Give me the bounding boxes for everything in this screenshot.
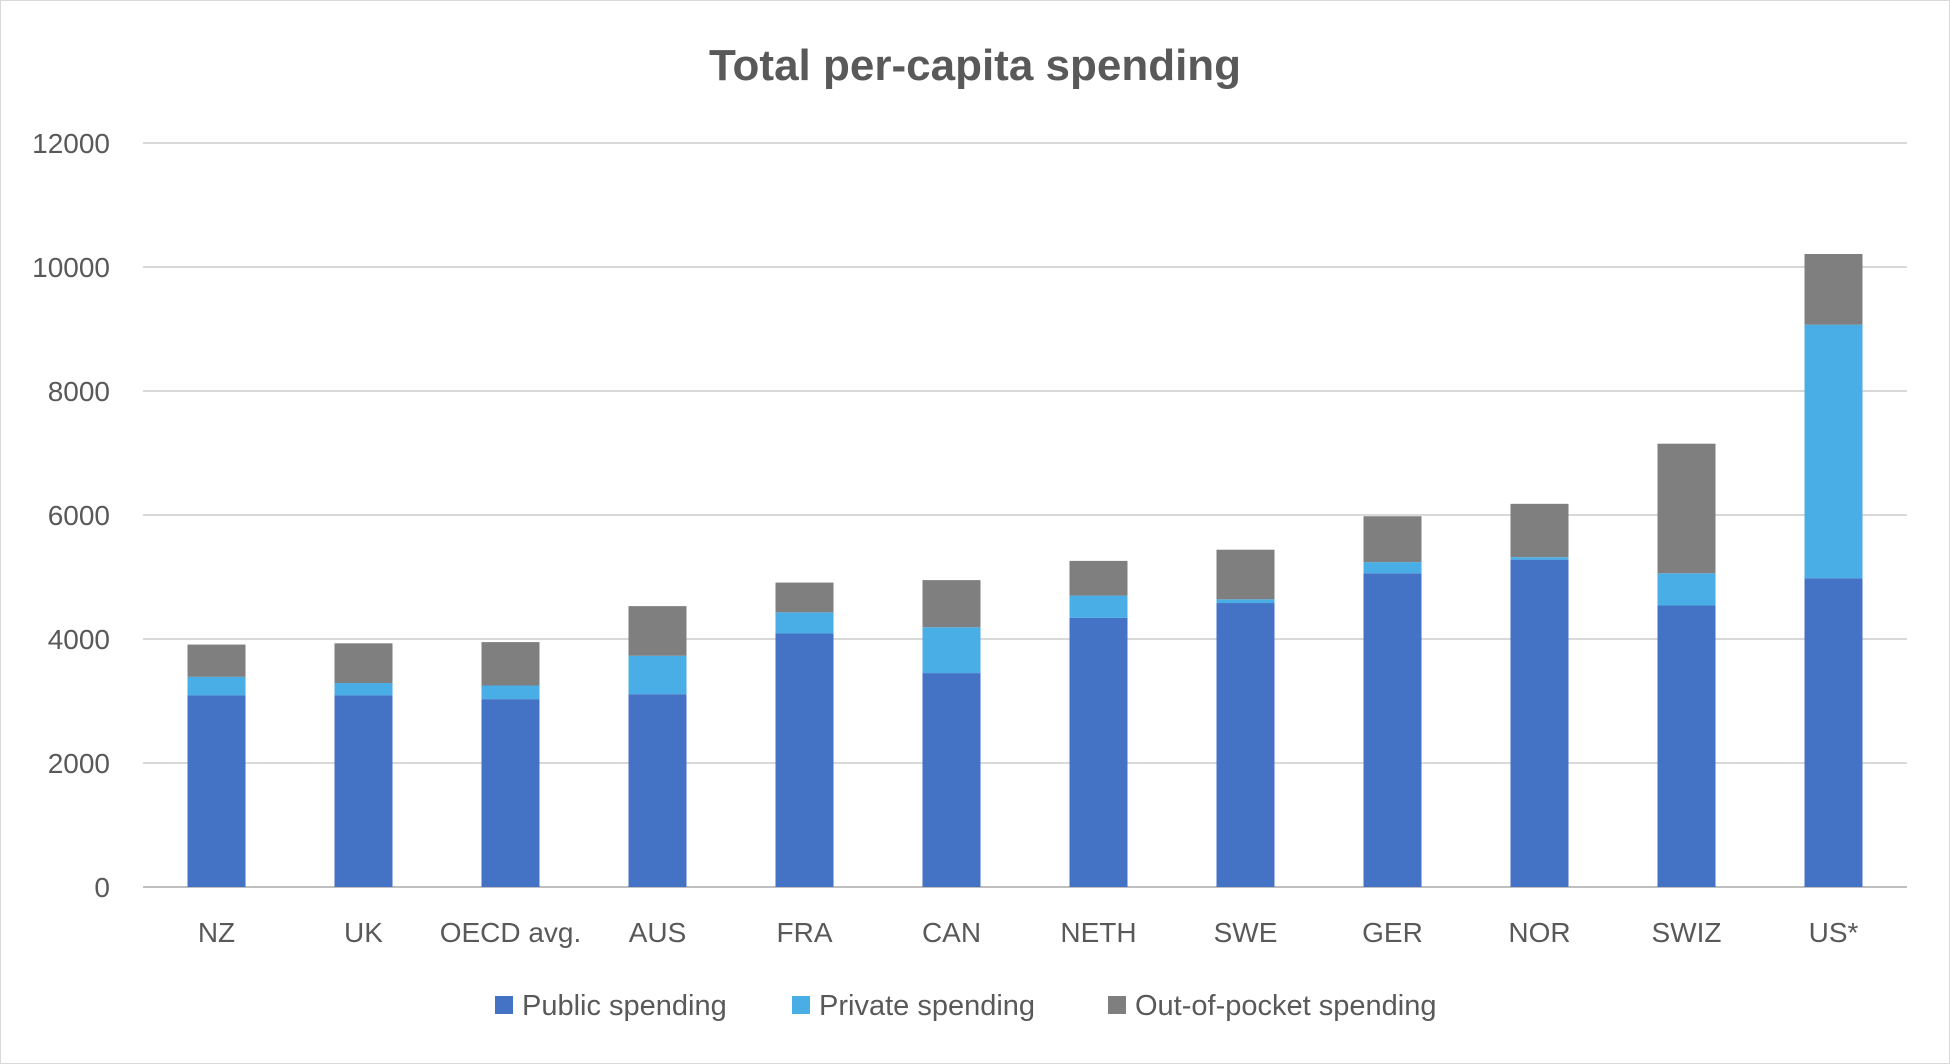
bar-public-neth: [1069, 617, 1128, 887]
bar-private-uk: [334, 683, 393, 696]
bar-out-of-pocket-swiz: [1657, 443, 1716, 574]
chart-title: Total per-capita spending: [709, 41, 1241, 90]
x-tick-label: NZ: [198, 917, 235, 948]
bar-public-oecdavg: [481, 699, 540, 887]
bar-out-of-pocket-can: [922, 580, 981, 628]
bar-public-swiz: [1657, 605, 1716, 887]
bar-public-uk: [334, 695, 393, 887]
legend-label: Out-of-pocket spending: [1135, 990, 1436, 1022]
bar-out-of-pocket-us: [1804, 253, 1863, 325]
bar-private-swiz: [1657, 573, 1716, 606]
x-tick-label: UK: [344, 917, 383, 948]
bar-public-swe: [1216, 603, 1275, 887]
x-tick-label: US*: [1809, 917, 1859, 948]
x-tick-label: OECD avg.: [440, 917, 582, 948]
bar-public-nor: [1510, 559, 1569, 887]
bar-out-of-pocket-uk: [334, 643, 393, 684]
x-tick-label: GER: [1362, 917, 1423, 948]
bar-public-us: [1804, 578, 1863, 887]
bar-private-oecdavg: [481, 685, 540, 700]
bar-public-fra: [775, 633, 834, 887]
bar-private-swe: [1216, 599, 1275, 604]
y-tick-label: 0: [94, 872, 110, 903]
x-tick-label: SWIZ: [1652, 917, 1722, 948]
y-tick-label: 10000: [32, 252, 110, 283]
bar-public-can: [922, 673, 981, 887]
bar-private-can: [922, 627, 981, 674]
legend-swatch: [495, 996, 513, 1014]
bar-out-of-pocket-oecdavg: [481, 642, 540, 686]
bars: [187, 253, 1863, 887]
bar-private-us: [1804, 324, 1863, 579]
bar-out-of-pocket-fra: [775, 582, 834, 613]
legend: Public spending Private spending Out-of-po…: [495, 990, 1436, 1022]
bar-private-neth: [1069, 595, 1128, 618]
y-tick-label: 4000: [48, 624, 110, 655]
bar-out-of-pocket-aus: [628, 606, 687, 656]
x-tick-label: CAN: [922, 917, 981, 948]
x-tick-label: FRA: [777, 917, 833, 948]
bar-out-of-pocket-nz: [187, 644, 246, 677]
bar-public-nz: [187, 695, 246, 887]
bar-out-of-pocket-ger: [1363, 516, 1422, 563]
bar-out-of-pocket-swe: [1216, 549, 1275, 600]
bar-public-ger: [1363, 573, 1422, 887]
bar-private-nz: [187, 676, 246, 696]
bar-private-ger: [1363, 562, 1422, 574]
legend-label: Private spending: [819, 990, 1035, 1022]
gridlines: [143, 142, 1907, 888]
x-tick-label: NETH: [1060, 917, 1136, 948]
bar-private-nor: [1510, 557, 1569, 560]
y-axis-ticks: 0 2000 4000 6000 8000 10000 12000: [32, 128, 110, 903]
bar-out-of-pocket-nor: [1510, 503, 1569, 558]
y-tick-label: 2000: [48, 748, 110, 779]
bar-private-aus: [628, 655, 687, 695]
y-tick-label: 8000: [48, 376, 110, 407]
x-axis-labels: NZ UK OECD avg. AUS FRA CAN NETH SWE GER NOR SWIZ U…: [198, 917, 1859, 948]
y-tick-label: 6000: [48, 500, 110, 531]
bar-private-fra: [775, 612, 834, 634]
bar-public-aus: [628, 694, 687, 887]
y-tick-label: 12000: [32, 128, 110, 159]
legend-swatch: [1108, 996, 1126, 1014]
x-tick-label: NOR: [1508, 917, 1570, 948]
x-tick-label: AUS: [629, 917, 687, 948]
legend-label: Public spending: [522, 990, 727, 1022]
legend-swatch: [792, 996, 810, 1014]
x-tick-label: SWE: [1214, 917, 1278, 948]
bar-out-of-pocket-neth: [1069, 560, 1128, 596]
